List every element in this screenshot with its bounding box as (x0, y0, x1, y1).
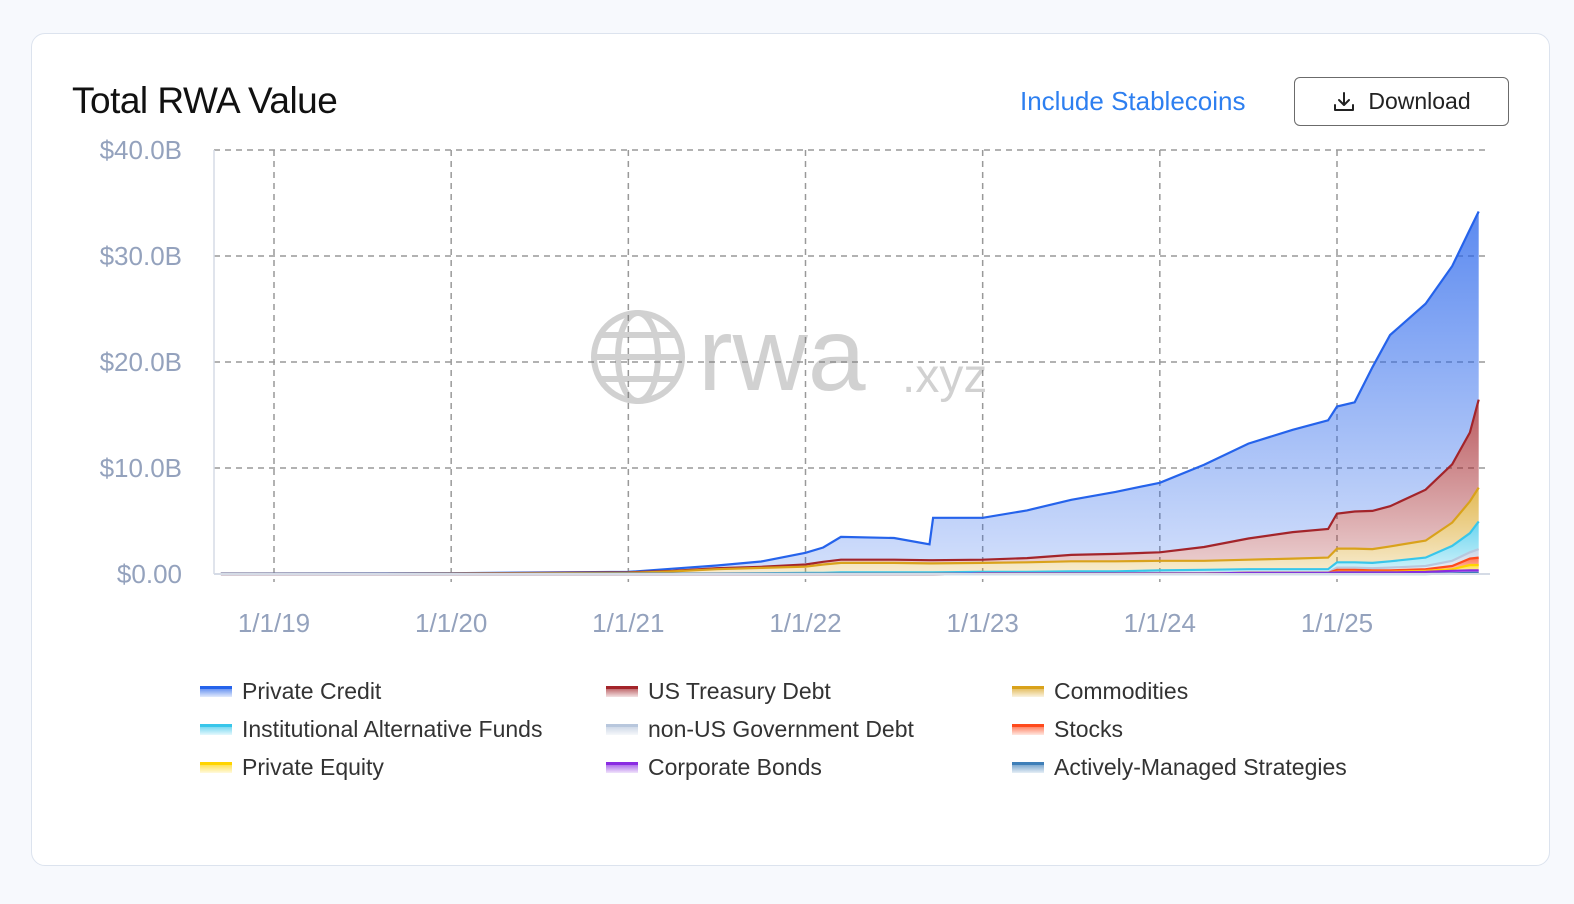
legend-label: Stocks (1054, 715, 1124, 742)
line-private-credit (220, 211, 1480, 575)
legend-label: Actively-Managed Strategies (1054, 753, 1347, 780)
legend-swatch (200, 723, 232, 735)
legend-item[interactable]: US Treasury Debt (606, 678, 1012, 704)
chart-legend: Private Credit US Treasury Debt Commoditie… (200, 678, 1412, 780)
legend-item[interactable]: Private Equity (200, 754, 606, 780)
legend-swatch (1012, 761, 1044, 773)
legend-swatch (1012, 685, 1044, 697)
y-tick-label: $30.0B (100, 241, 182, 271)
legend-item[interactable]: Commodities (1012, 678, 1412, 704)
x-tick-label: 1/1/24 (1124, 608, 1196, 638)
y-tick-label: $20.0B (100, 347, 182, 377)
y-tick-label: $10.0B (100, 453, 182, 483)
x-tick-label: 1/1/25 (1301, 608, 1373, 638)
page-title: Total RWA Value (72, 80, 338, 121)
legend-swatch (200, 761, 232, 773)
download-button[interactable]: Download (1294, 77, 1509, 126)
download-icon (1334, 91, 1355, 111)
y-tick-label: $40.0B (100, 135, 182, 165)
legend-label: Corporate Bonds (648, 753, 822, 780)
legend-label: Institutional Alternative Funds (242, 715, 543, 742)
legend-swatch (606, 761, 638, 773)
globe-icon (591, 310, 685, 404)
x-tick-label: 1/1/19 (238, 608, 310, 638)
legend-item[interactable]: Private Credit (200, 678, 606, 704)
include-stablecoins-toggle[interactable]: Include Stablecoins (1020, 86, 1246, 116)
legend-item[interactable]: Stocks (1012, 716, 1412, 742)
line-commodities (220, 487, 1480, 575)
legend-label: Private Equity (242, 753, 384, 780)
watermark-logo: rwa .xyz (591, 297, 987, 413)
svg-text:rwa: rwa (698, 297, 866, 413)
x-tick-label: 1/1/22 (769, 608, 841, 638)
legend-item[interactable]: Institutional Alternative Funds (200, 716, 606, 742)
legend-item[interactable]: Actively-Managed Strategies (1012, 754, 1412, 780)
svg-text:.xyz: .xyz (902, 350, 987, 403)
legend-swatch (606, 723, 638, 735)
legend-swatch (1012, 723, 1044, 735)
y-tick-label: $0.00 (117, 559, 182, 589)
legend-label: Commodities (1054, 677, 1189, 704)
x-tick-label: 1/1/21 (592, 608, 664, 638)
legend-item[interactable]: non-US Government Debt (606, 716, 1012, 742)
legend-label: non-US Government Debt (648, 715, 914, 742)
x-tick-label: 1/1/23 (947, 608, 1019, 638)
legend-label: US Treasury Debt (648, 677, 831, 704)
download-label: Download (1368, 88, 1471, 114)
x-tick-label: 1/1/20 (415, 608, 487, 638)
legend-label: Private Credit (242, 677, 382, 704)
area-private-credit (220, 211, 1479, 574)
legend-item[interactable]: Corporate Bonds (606, 754, 1012, 780)
legend-swatch (606, 685, 638, 697)
legend-swatch (200, 685, 232, 697)
